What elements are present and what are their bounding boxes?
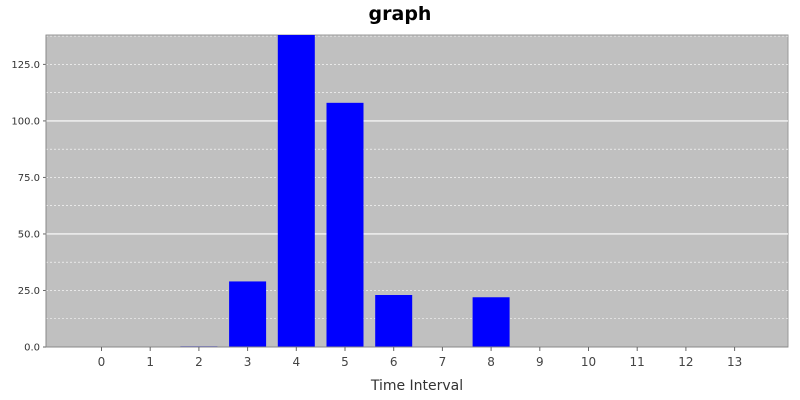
x-tick-label: 8 [487, 355, 495, 369]
x-tick-label: 3 [244, 355, 252, 369]
x-tick-label: 0 [98, 355, 106, 369]
bar-4 [277, 35, 315, 347]
plot-area [45, 34, 789, 348]
chart-title: graph [368, 3, 432, 25]
x-axis: 0 1 2 3 4 5 6 7 8 9 10 11 12 13 [46, 346, 788, 369]
x-tick-label: 11 [630, 355, 645, 369]
x-tick-label: 2 [195, 355, 203, 369]
bar-6 [375, 295, 413, 347]
bars [180, 35, 510, 348]
bar-3 [229, 281, 267, 347]
x-tick-label: 5 [341, 355, 349, 369]
bar-8 [472, 297, 510, 347]
x-tick-label: 1 [146, 355, 154, 369]
y-tick-label: 0.0 [24, 343, 40, 354]
y-tick-label: 100.0 [11, 116, 40, 127]
x-tick-label: 6 [390, 355, 398, 369]
x-tick-label: 13 [727, 355, 742, 369]
gridlines [46, 35, 788, 320]
x-tick-label: 4 [292, 355, 300, 369]
x-tick-label: 9 [536, 355, 544, 369]
y-axis: 0.0 25.0 50.0 75.0 100.0 125.0 [11, 35, 47, 354]
x-tick-label: 12 [678, 355, 693, 369]
y-tick-label: 75.0 [18, 173, 40, 184]
x-axis-label: Time Interval [370, 378, 463, 394]
y-tick-label: 125.0 [11, 60, 40, 71]
bar-5 [326, 102, 364, 348]
x-tick-label: 7 [439, 355, 447, 369]
y-tick-label: 25.0 [18, 286, 40, 297]
y-tick-label: 50.0 [18, 229, 40, 240]
x-tick-label: 10 [581, 355, 596, 369]
